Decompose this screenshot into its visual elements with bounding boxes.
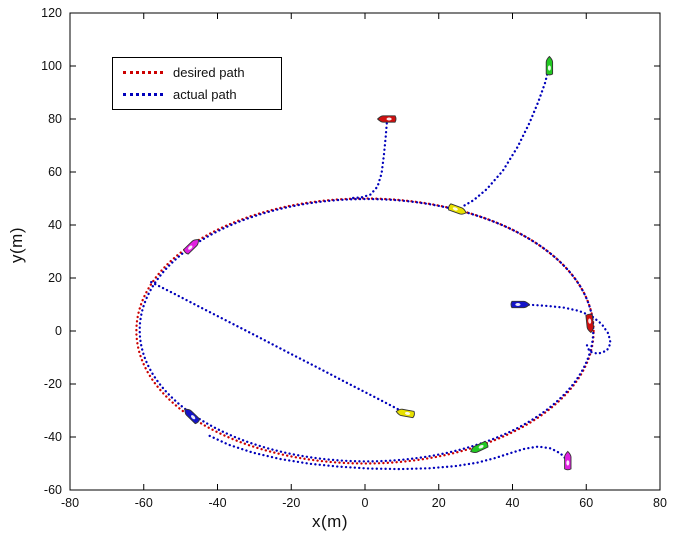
blue-vehicle-onpath — [184, 408, 201, 425]
yellow-vehicle-start — [395, 408, 415, 419]
vehicle-cockpit — [547, 65, 551, 71]
legend-entry-actual: actual path — [123, 88, 271, 101]
yellow-vehicle-approach — [149, 280, 407, 415]
vehicle-cockpit — [478, 445, 484, 449]
magenta-vehicle-start — [564, 450, 572, 471]
y-tick-label: 120 — [41, 6, 62, 20]
yellow-vehicle-onpath — [448, 203, 467, 215]
x-tick-label: -40 — [208, 496, 226, 510]
green-vehicle-approach — [463, 64, 551, 207]
x-tick-label: 40 — [506, 496, 520, 510]
x-tick-label: 80 — [653, 496, 667, 510]
red-vehicle-onpath — [585, 313, 594, 334]
legend: desired path actual path — [112, 57, 282, 110]
y-tick-label: 40 — [48, 218, 62, 232]
vehicle-cockpit — [588, 318, 592, 324]
actual-path-line-sample — [123, 93, 163, 96]
desired-path-label: desired path — [173, 65, 245, 80]
y-tick-label: -20 — [44, 377, 62, 391]
x-tick-label: 0 — [362, 496, 369, 510]
x-tick-label: 60 — [579, 496, 593, 510]
x-tick-label: -20 — [282, 496, 300, 510]
desired-path-line-sample — [123, 71, 163, 74]
x-tick-label: 20 — [432, 496, 446, 510]
y-tick-label: -60 — [44, 483, 62, 497]
vehicle-cockpit — [515, 303, 521, 306]
vehicle-cockpit — [386, 117, 392, 121]
green-vehicle-start — [545, 55, 554, 76]
y-tick-label: 0 — [55, 324, 62, 338]
magenta-vehicle-onpath — [183, 239, 199, 255]
green-vehicle-onpath — [470, 440, 489, 453]
y-tick-label: 100 — [41, 59, 62, 73]
blue-vehicle-start — [510, 300, 531, 309]
y-axis-label: y(m) — [7, 227, 26, 263]
x-tick-label: -80 — [61, 496, 79, 510]
magenta-vehicle-approach — [207, 434, 569, 471]
vehicle-cockpit — [188, 245, 193, 250]
vehicle-cockpit — [566, 460, 570, 466]
y-tick-label: -40 — [44, 430, 62, 444]
axis-ticks: -80 -60 -40 -20 0 20 40 60 80-60-40-200204060801… — [41, 6, 667, 510]
legend-entry-desired: desired path — [123, 66, 271, 79]
y-tick-label: 60 — [48, 165, 62, 179]
red-vehicle-approach — [350, 117, 389, 200]
x-axis-label: x(m) — [312, 512, 348, 531]
x-tick-label: -60 — [135, 496, 153, 510]
vehicle-cockpit — [190, 415, 196, 420]
red-vehicle-start — [376, 115, 397, 123]
actual-path-label: actual path — [173, 87, 237, 102]
vehicle-cockpit — [452, 207, 458, 211]
vehicle-cockpit — [404, 411, 411, 415]
y-tick-label: 20 — [48, 271, 62, 285]
y-tick-label: 80 — [48, 112, 62, 126]
